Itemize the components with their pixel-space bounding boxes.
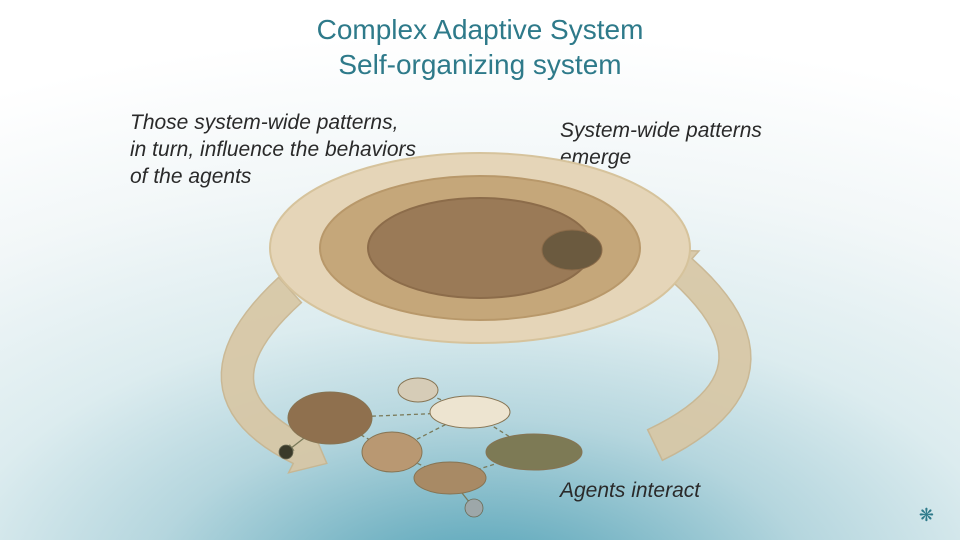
slide-background: Complex Adaptive System Self-organizing … <box>0 0 960 540</box>
concentric-rings <box>270 153 690 343</box>
caption-bottom: Agents interact <box>560 478 820 505</box>
diagram-svg <box>0 0 960 540</box>
corner-flourish-icon: ❋ <box>919 505 934 526</box>
agent-nodes <box>279 378 582 517</box>
